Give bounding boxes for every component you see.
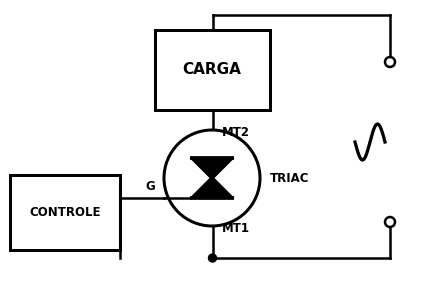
Text: G: G	[145, 179, 155, 193]
Bar	[155, 30, 270, 110]
Polygon shape	[190, 158, 234, 180]
Text: CARGA: CARGA	[182, 62, 242, 77]
Circle shape	[385, 57, 395, 67]
Text: MT2: MT2	[222, 126, 250, 138]
Circle shape	[164, 130, 260, 226]
Polygon shape	[190, 176, 234, 198]
Bar	[10, 175, 120, 250]
Text: MT1: MT1	[222, 222, 250, 234]
Text: TRIAC: TRIAC	[270, 172, 309, 184]
Circle shape	[209, 254, 217, 262]
Circle shape	[385, 217, 395, 227]
Text: CONTROLE: CONTROLE	[29, 205, 101, 219]
